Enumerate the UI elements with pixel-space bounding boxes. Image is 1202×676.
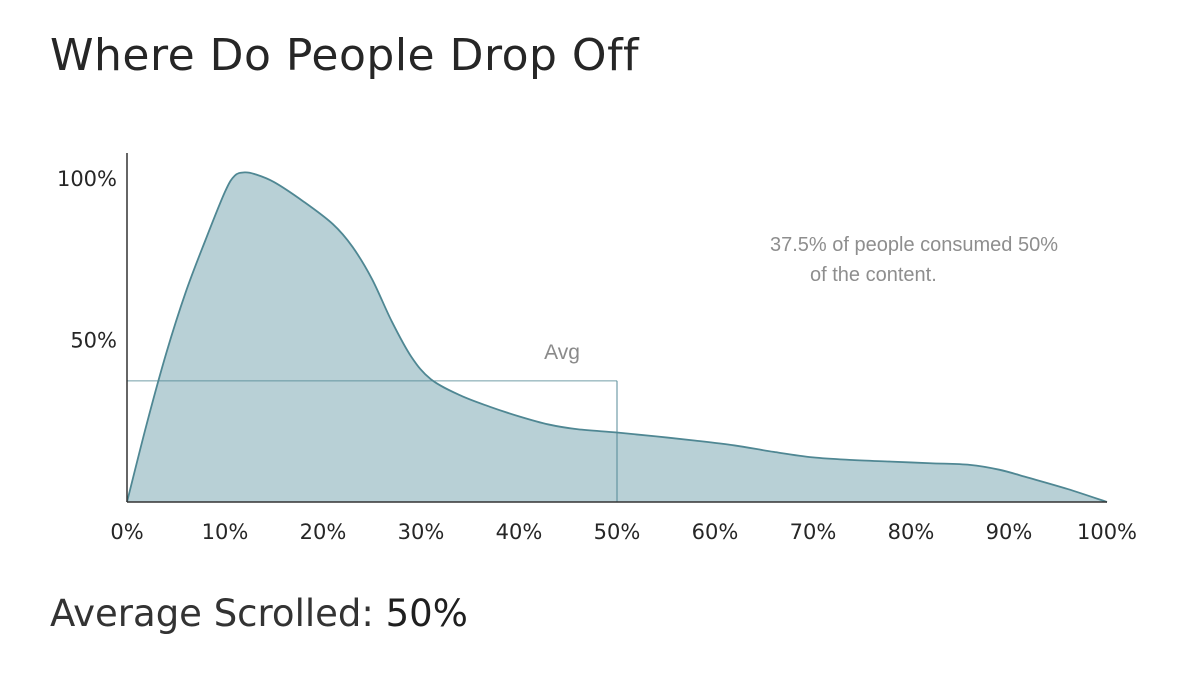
- x-tick-labels: 0% 10% 20% 30% 40% 50% 60% 70% 80% 90% 100%: [110, 520, 1137, 544]
- x-tick-label: 30%: [398, 520, 445, 544]
- area-fill: [127, 172, 1107, 502]
- x-tick-label: 70%: [790, 520, 837, 544]
- x-tick-label: 80%: [888, 520, 935, 544]
- average-scrolled-value: 50%: [385, 592, 468, 635]
- x-tick-label: 100%: [1077, 520, 1137, 544]
- chart-title: Where Do People Drop Off: [50, 30, 640, 81]
- x-tick-label: 40%: [496, 520, 543, 544]
- y-tick-labels: 50% 100%: [57, 167, 117, 353]
- x-tick-label: 20%: [300, 520, 347, 544]
- x-tick-label: 50%: [594, 520, 641, 544]
- x-tick-label: 10%: [202, 520, 249, 544]
- x-tick-label: 60%: [692, 520, 739, 544]
- plot-area: Avg: [126, 171, 1108, 503]
- series-line: [126, 171, 1108, 503]
- x-tick-label: 0%: [110, 520, 143, 544]
- y-tick-label: 100%: [57, 167, 117, 191]
- avg-label: Avg: [544, 341, 580, 364]
- average-scrolled-label: Average Scrolled:: [50, 592, 374, 635]
- annotation-line-1: 37.5% of people consumed 50%: [770, 234, 1058, 256]
- x-tick-label: 90%: [986, 520, 1033, 544]
- y-tick-label: 50%: [70, 328, 117, 352]
- annotation-line-2: of the content.: [810, 264, 937, 286]
- average-scrolled: Average Scrolled: 50%: [50, 592, 468, 635]
